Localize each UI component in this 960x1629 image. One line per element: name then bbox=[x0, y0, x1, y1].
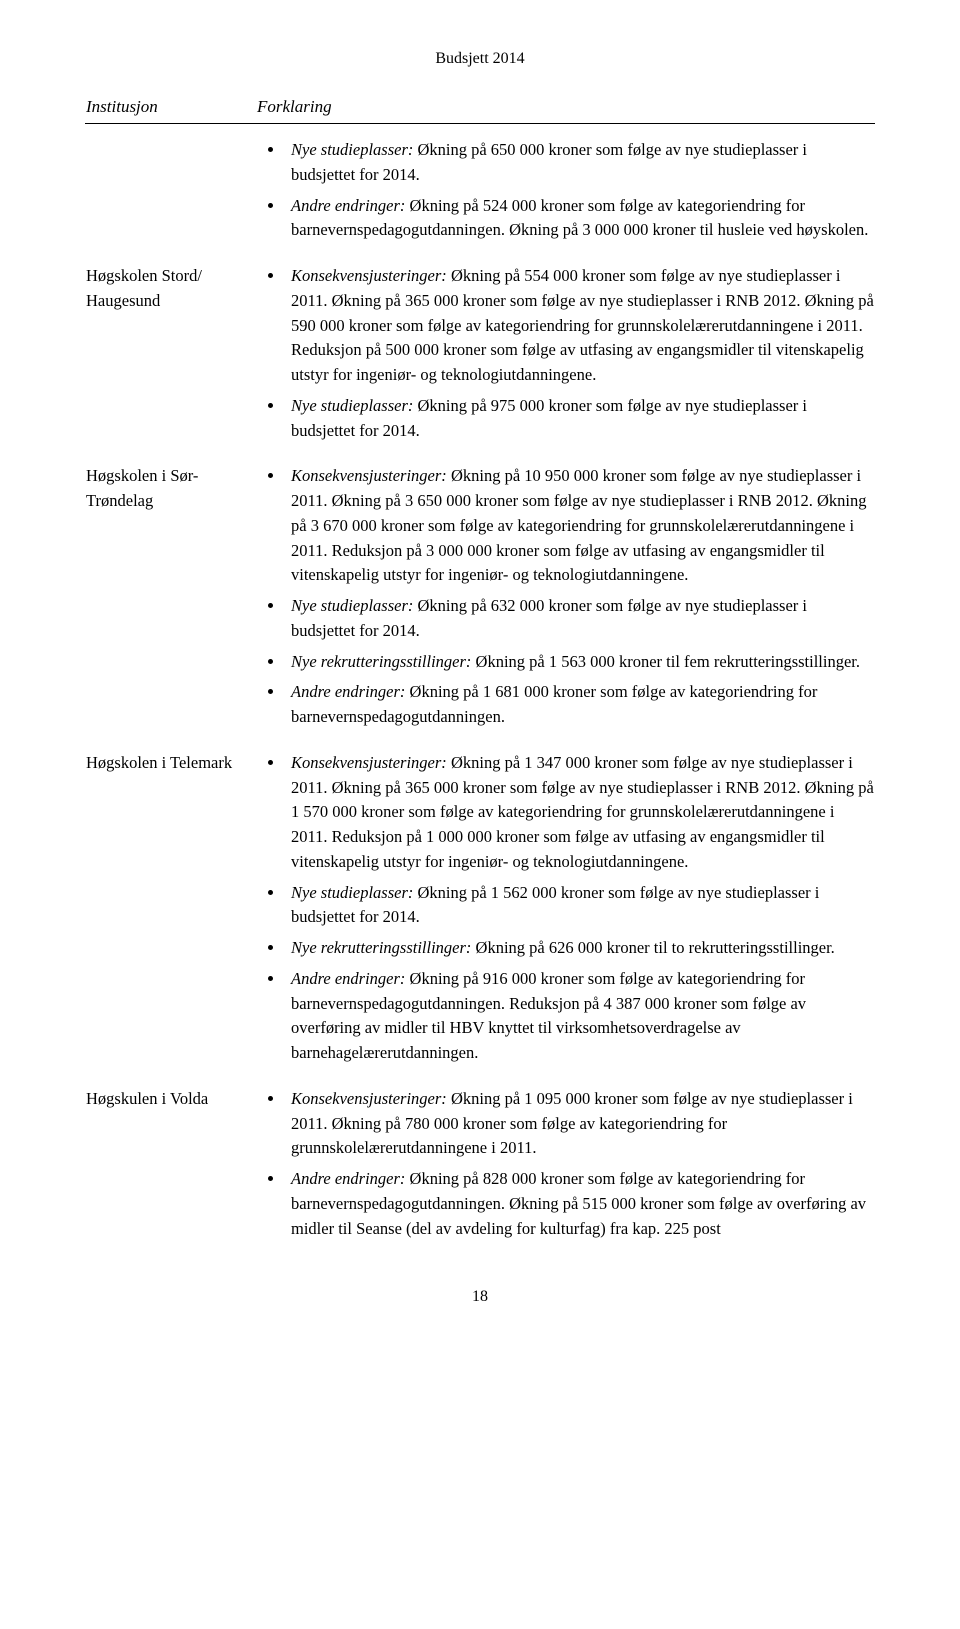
explanation-item: Nye studieplasser: Økning på 975 000 kro… bbox=[285, 394, 874, 444]
explanation-item: Konsekvensjusteringer: Økning på 1 347 0… bbox=[285, 751, 874, 875]
explanation-item: Nye studieplasser: Økning på 1 562 000 k… bbox=[285, 881, 874, 931]
explanation-item: Andre endringer: Økning på 828 000 krone… bbox=[285, 1167, 874, 1241]
table-row: Høgskolen i TelemarkKonsekvensjusteringe… bbox=[85, 737, 875, 1073]
explanation-cell: Nye studieplasser: Økning på 650 000 kro… bbox=[256, 124, 875, 251]
explanation-cell: Konsekvensjusteringer: Økning på 1 347 0… bbox=[256, 737, 875, 1073]
explanation-item: Nye rekrutteringsstillinger: Økning på 1… bbox=[285, 650, 874, 675]
table-header-institution: Institusjon bbox=[85, 96, 256, 124]
explanation-item: Nye studieplasser: Økning på 632 000 kro… bbox=[285, 594, 874, 644]
explanation-item: Nye rekrutteringsstillinger: Økning på 6… bbox=[285, 936, 874, 961]
explanation-cell: Konsekvensjusteringer: Økning på 10 950 … bbox=[256, 450, 875, 737]
explanation-cell: Konsekvensjusteringer: Økning på 554 000… bbox=[256, 250, 875, 450]
explanation-item: Andre endringer: Økning på 916 000 krone… bbox=[285, 967, 874, 1066]
budget-table: Institusjon Forklaring Nye studieplasser… bbox=[85, 96, 875, 1248]
explanation-cell: Konsekvensjusteringer: Økning på 1 095 0… bbox=[256, 1073, 875, 1249]
table-row: Høgskolen i Sør-TrøndelagKonsekvensjuste… bbox=[85, 450, 875, 737]
institution-cell: Høgskolen Stord/ Haugesund bbox=[85, 250, 256, 450]
explanation-item: Konsekvensjusteringer: Økning på 554 000… bbox=[285, 264, 874, 388]
table-row: Nye studieplasser: Økning på 650 000 kro… bbox=[85, 124, 875, 251]
explanation-item: Konsekvensjusteringer: Økning på 10 950 … bbox=[285, 464, 874, 588]
table-row: Høgskulen i Volda Konsekvensjusteringer: … bbox=[85, 1073, 875, 1249]
table-row: Høgskolen Stord/ HaugesundKonsekvensjust… bbox=[85, 250, 875, 450]
explanation-item: Konsekvensjusteringer: Økning på 1 095 0… bbox=[285, 1087, 874, 1161]
institution-cell: Høgskulen i Volda bbox=[85, 1073, 256, 1249]
table-header-explanation: Forklaring bbox=[256, 96, 875, 124]
institution-cell bbox=[85, 124, 256, 251]
institution-cell: Høgskolen i Sør-Trøndelag bbox=[85, 450, 256, 737]
institution-cell: Høgskolen i Telemark bbox=[85, 737, 256, 1073]
explanation-item: Nye studieplasser: Økning på 650 000 kro… bbox=[285, 138, 874, 188]
page-number: 18 bbox=[85, 1288, 875, 1306]
explanation-item: Andre endringer: Økning på 524 000 krone… bbox=[285, 194, 874, 244]
explanation-item: Andre endringer: Økning på 1 681 000 kro… bbox=[285, 680, 874, 730]
document-title: Budsjett 2014 bbox=[85, 50, 875, 68]
